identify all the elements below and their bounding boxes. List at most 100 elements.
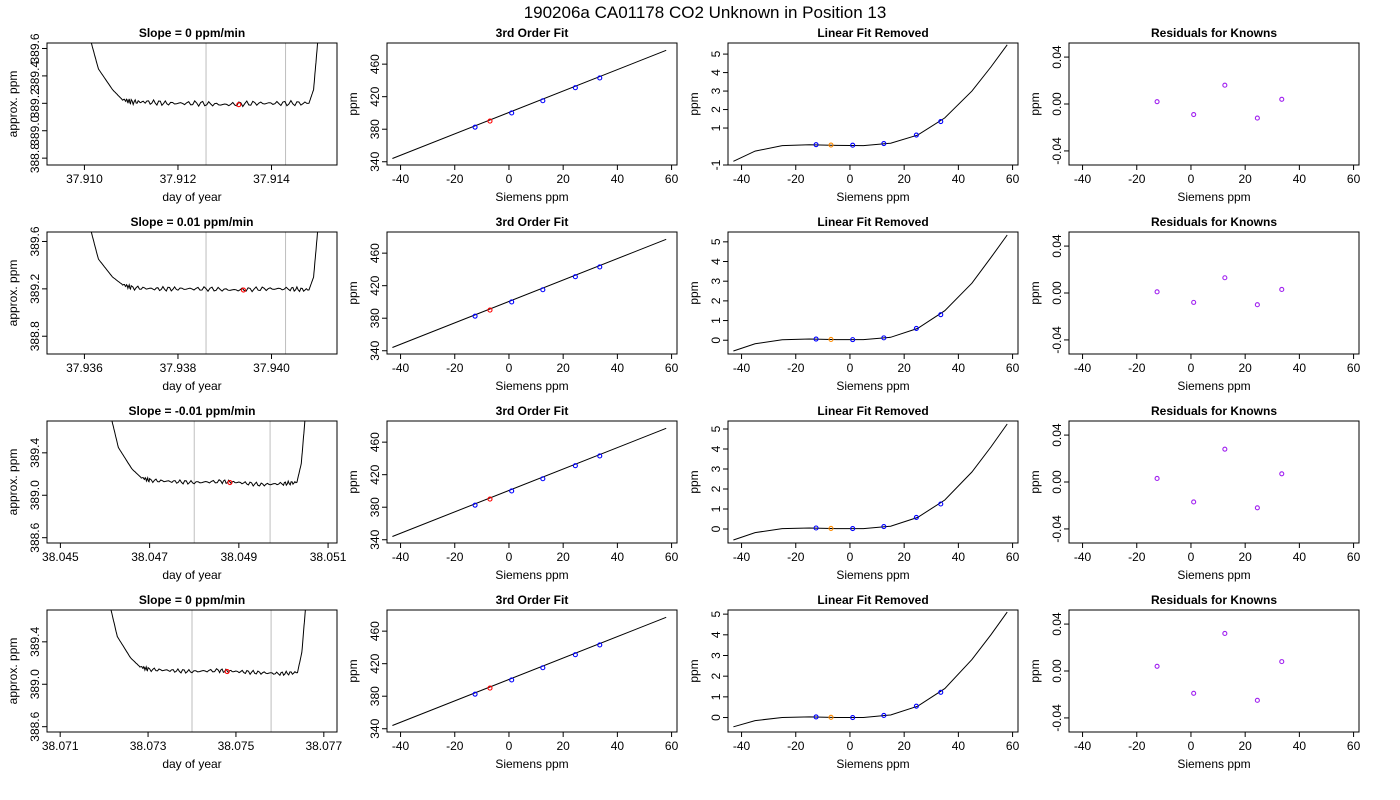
y-tick-label: 460 <box>368 621 382 641</box>
series-line <box>90 43 319 108</box>
data-point <box>509 299 515 305</box>
x-tick-label: 60 <box>665 550 679 564</box>
y-tick-label: 389.6 <box>28 33 42 63</box>
data-point <box>1254 302 1260 308</box>
x-tick-label: 20 <box>897 739 911 753</box>
x-tick-label: 0 <box>1188 172 1195 186</box>
x-tick-label: -40 <box>733 172 751 186</box>
data-point <box>913 325 919 331</box>
y-tick-label: 3 <box>709 652 723 659</box>
panel-r4-c3: Linear Fit Removed -40 -20 0 20 40 60 0 1 2 3 4 5 Sie… <box>687 593 1020 771</box>
x-tick-label: -20 <box>446 172 464 186</box>
plot-frame <box>727 609 1019 733</box>
x-tick-label: -40 <box>392 361 410 375</box>
panel-r3-c1: Slope = -0.01 ppm/min 38.045 38.047 38.049 3… <box>6 404 347 582</box>
panel-r1-c2: 3rd Order Fit -40 -20 0 20 40 60 340 380 420 460 Si… <box>346 26 679 204</box>
x-axis-label: Siemens ppm <box>836 190 909 204</box>
y-tick-label: 0 <box>709 337 723 344</box>
x-tick-label: 37.940 <box>253 361 290 375</box>
x-tick-label: 20 <box>1238 361 1252 375</box>
series-line <box>90 232 319 293</box>
panels-container: Slope = 0 ppm/min 37.910 37.912 37.914 388.8… <box>6 26 1361 771</box>
panel-r2-c2: 3rd Order Fit -40 -20 0 20 40 60 340 380 420 460 Si… <box>346 215 679 393</box>
y-tick-label: 389.4 <box>28 61 42 91</box>
x-tick-label: 38.045 <box>42 550 79 564</box>
data-point <box>472 313 478 319</box>
x-tick-label: 60 <box>1006 550 1020 564</box>
data-point <box>881 712 887 719</box>
x-tick-label: 40 <box>611 550 625 564</box>
panel-r1-c1: Slope = 0 ppm/min 37.910 37.912 37.914 388.8… <box>6 26 338 204</box>
x-axis-label: Siemens ppm <box>836 379 909 393</box>
series-line <box>733 44 1008 162</box>
data-point <box>813 525 819 531</box>
x-tick-label: 37.910 <box>66 172 103 186</box>
series-line <box>392 49 667 159</box>
data-point <box>1222 82 1228 88</box>
plot-frame <box>386 609 678 733</box>
data-point <box>1191 299 1197 305</box>
x-tick-label: 0 <box>1188 550 1195 564</box>
x-axis-label: Siemens ppm <box>1177 568 1250 582</box>
panel-title: Residuals for Knowns <box>1151 404 1277 418</box>
x-tick-label: 40 <box>952 550 966 564</box>
y-tick-label: 389.0 <box>28 115 42 145</box>
data-point <box>487 118 493 124</box>
plot-frame <box>1068 609 1360 733</box>
x-axis-label: Siemens ppm <box>495 379 568 393</box>
data-point <box>1279 286 1285 293</box>
y-tick-label: 340 <box>368 340 382 360</box>
panel-r4-c2: 3rd Order Fit -40 -20 0 20 40 60 340 380 420 460 Si… <box>346 593 679 771</box>
y-tick-label: -0.04 <box>1050 326 1064 354</box>
x-tick-label: 0 <box>1188 739 1195 753</box>
y-axis-label: ppm <box>1028 659 1042 682</box>
x-tick-label: -40 <box>392 739 410 753</box>
data-point <box>472 502 478 508</box>
y-tick-label: -1 <box>709 159 723 170</box>
y-tick-label: 420 <box>368 653 382 673</box>
x-tick-label: 40 <box>611 361 625 375</box>
data-point <box>1222 446 1228 452</box>
y-axis-label: approx. ppm <box>6 71 20 138</box>
x-tick-label: -40 <box>392 172 410 186</box>
x-tick-label: 37.912 <box>160 172 197 186</box>
data-point <box>1191 499 1197 505</box>
y-tick-label: 0.00 <box>1050 659 1064 683</box>
data-point <box>540 98 546 104</box>
x-tick-label: 20 <box>897 361 911 375</box>
plot-frame <box>46 609 338 733</box>
x-tick-label: 38.077 <box>305 739 342 753</box>
data-point <box>828 336 834 342</box>
y-tick-label: 4 <box>709 631 723 638</box>
x-tick-label: 20 <box>897 172 911 186</box>
panel-r4-c4: Residuals for Knowns -40 -20 0 20 40 60 -0.04 0.… <box>1028 593 1361 771</box>
y-tick-label: 340 <box>368 529 382 549</box>
y-tick-label: 420 <box>368 86 382 106</box>
y-tick-label: 5 <box>709 50 723 57</box>
panel-title: Residuals for Knowns <box>1151 215 1277 229</box>
x-axis-label: Siemens ppm <box>1177 379 1250 393</box>
data-point <box>881 335 887 341</box>
y-tick-label: 4 <box>709 445 723 452</box>
panel-title: Linear Fit Removed <box>817 26 928 40</box>
y-tick-label: 3 <box>709 278 723 285</box>
y-tick-label: 0 <box>709 714 723 721</box>
data-point <box>572 85 578 91</box>
y-tick-label: 420 <box>368 275 382 295</box>
data-point <box>1254 505 1260 511</box>
data-point <box>1254 115 1260 121</box>
data-point <box>572 652 578 658</box>
panel-title: Slope = 0 ppm/min <box>139 593 245 607</box>
y-tick-label: 389.0 <box>28 669 42 699</box>
plot-frame <box>46 420 338 544</box>
x-axis-label: Siemens ppm <box>495 190 568 204</box>
series-line <box>110 610 306 677</box>
x-tick-label: -20 <box>1128 739 1146 753</box>
plot-frame <box>46 42 338 166</box>
data-point <box>850 526 856 532</box>
x-tick-label: 38.071 <box>42 739 79 753</box>
x-tick-label: 60 <box>665 172 679 186</box>
y-tick-label: 380 <box>368 497 382 517</box>
y-tick-label: 389.2 <box>28 274 42 304</box>
x-tick-label: 60 <box>1006 739 1020 753</box>
